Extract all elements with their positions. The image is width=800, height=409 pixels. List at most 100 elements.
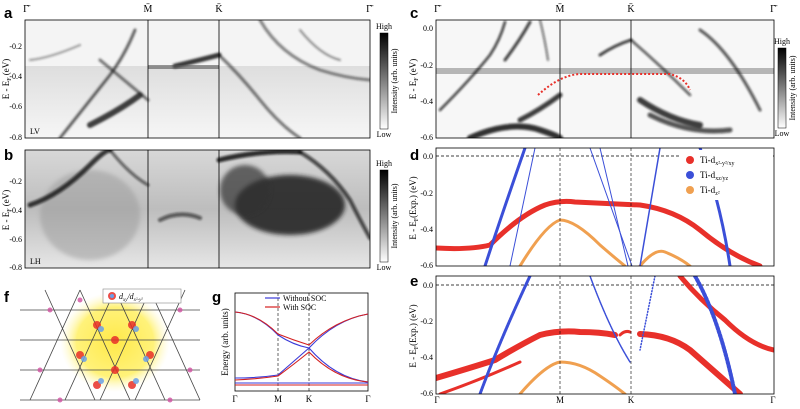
panel-e-plot-area — [436, 276, 774, 394]
panel-g-x-label: Γ — [365, 394, 370, 404]
panel-g-legend-nosoc: Without SOC — [283, 294, 326, 303]
panel-d-letter: d — [410, 147, 419, 164]
panel-a-y-tick: -0.2 — [9, 42, 22, 51]
panel-a-colorbar-high: High — [376, 22, 392, 31]
panel-e-orange-band — [518, 360, 627, 394]
panel-c-colorbar-high: High — [774, 37, 790, 46]
panel-a-y-tick: -0.6 — [9, 102, 22, 111]
panel-d-y-tick: 0.0 — [423, 152, 433, 161]
panel-a-letter: a — [4, 5, 13, 22]
panel-b-y-label: E - EF (eV) — [1, 190, 13, 231]
panel-c-frame — [435, 19, 775, 139]
panel-c-y-tick: -0.6 — [420, 133, 433, 142]
panel-e-blue-band-3 — [639, 276, 656, 351]
panel-e-red-band-kink — [618, 329, 632, 337]
panel-g-band-soc-2 — [234, 351, 369, 383]
panel-e-red-band-4 — [677, 276, 774, 353]
panel-a-colorbar: High Low Intensity (arb. units) — [376, 22, 399, 139]
legend-marker-orange — [686, 186, 694, 194]
panel-b-colorbar-title: Intensity (arb. units) — [390, 183, 399, 248]
panel-c-colorbar-title: Intensity (arb. units) — [788, 55, 797, 120]
panel-d-frame — [435, 147, 775, 267]
legend-item-dxz: Ti-dxz/yz — [686, 170, 729, 182]
panel-b: b -0.2 -0.4 -0.6 -0.8 E - EF (eV) LH — [1, 147, 399, 272]
panel-e-blue-band-2 — [589, 276, 631, 363]
panel-b-y-ticks: -0.2 -0.4 -0.6 -0.8 — [9, 177, 22, 272]
panel-b-y-tick: -0.2 — [9, 177, 22, 186]
panel-c-red-band-overlay — [537, 73, 691, 96]
orbital-icon-inner — [110, 294, 114, 298]
panel-e-x-label: K — [628, 395, 635, 404]
panel-a-top-label-m: M̄ — [144, 3, 153, 15]
panel-g-y-label: Energy (arb. units) — [220, 308, 230, 376]
panel-e-red-band-1 — [436, 328, 618, 381]
panel-c-y-tick: -0.4 — [420, 97, 433, 106]
panel-e-x-label: M — [556, 395, 564, 404]
panel-g-frame — [234, 292, 369, 392]
panel-e-y-tick: -0.2 — [420, 317, 433, 326]
panel-e: e 0.0 -0.2 -0.4 -0.6 — [408, 273, 776, 405]
panel-c-y-label: E - EF (eV) — [408, 59, 420, 100]
panel-b-polarization: LH — [30, 257, 41, 266]
panel-c-y-tick: -0.2 — [420, 61, 433, 70]
panel-d: d 0.0 -0.2 -0.4 -0.6 E - EF( — [408, 147, 775, 270]
panel-d-orange-band — [518, 218, 627, 266]
panel-a-y-tick: -0.8 — [9, 133, 22, 142]
panel-a-colorbar-title: Intensity (arb. units) — [390, 48, 399, 113]
panel-a-colorbar-low: Low — [377, 130, 392, 139]
panel-g-x-label: K — [306, 394, 313, 404]
panel-c-letter: c — [410, 5, 418, 22]
panel-g-letter: g — [212, 289, 221, 306]
panel-d-y-tick: -0.4 — [420, 225, 433, 234]
panel-d-red-band — [436, 198, 763, 266]
panel-f-orbital-label: dxy/dx²-y² — [119, 292, 143, 303]
panel-c-colorbar: High Low Intensity (arb. units) — [774, 37, 797, 138]
panel-d-orange-band-2 — [638, 249, 692, 266]
legend-marker-blue — [686, 171, 694, 179]
panel-g-legend-soc: With SOC — [283, 303, 316, 312]
panel-a-top-label-gamma2: Γ̄ — [366, 4, 374, 15]
legend-label-dx2y2: Ti-dx²-y²/xy — [700, 155, 734, 167]
panel-b-colorbar: High Low Intensity (arb. units) — [376, 159, 399, 272]
legend-label-dz2: Ti-dz² — [700, 185, 720, 197]
panel-e-y-tick: 0.0 — [423, 281, 433, 290]
panel-d-y-label: E - EF(Exp.) (eV) — [408, 176, 420, 239]
panel-g-legend: Without SOC With SOC — [265, 294, 326, 312]
panel-a: a Γ̄ M̄ K̄ Γ̄ -0.2 -0.4 -0. — [1, 3, 399, 142]
panel-d-y-tick: -0.2 — [420, 189, 433, 198]
panel-a-top-label-gamma1: Γ̄ — [23, 4, 31, 15]
panel-f-orbitals — [37, 297, 193, 403]
panel-b-y-tick: -0.4 — [9, 206, 22, 215]
panel-c-top-label-m: M̄ — [556, 3, 565, 15]
panel-d-legend: Ti-dx²-y²/xy Ti-dxz/yz Ti-dz² — [681, 150, 773, 200]
panel-c-top-label-gamma2: Γ̄ — [770, 4, 778, 15]
panel-e-blue-band-4 — [693, 276, 737, 394]
panel-c: c Γ̄ M̄ K̄ Γ̄ 0.0 — [408, 3, 797, 142]
panel-e-x-label: Γ — [434, 395, 439, 404]
panel-e-blue-band-1 — [478, 276, 532, 394]
panel-f-letter: f — [4, 289, 10, 306]
panel-e-letter: e — [410, 273, 418, 290]
panel-d-blue-band-4 — [599, 148, 629, 266]
panel-f-orbital-legend: dxy/dx²-y² — [102, 288, 182, 304]
panel-e-red-band-2 — [637, 331, 743, 394]
panel-e-y-label: E - EF(Exp.) (eV) — [408, 304, 420, 367]
panel-a-y-ticks: -0.2 -0.4 -0.6 -0.8 — [9, 42, 22, 142]
panel-c-top-label-k: K̄ — [627, 3, 635, 15]
panel-c-top-label-gamma1: Γ̄ — [434, 4, 442, 15]
legend-item-dx2y2: Ti-dx²-y²/xy — [686, 155, 734, 167]
panel-d-blue-band-3 — [589, 148, 633, 266]
panel-f: f — [4, 288, 201, 403]
panel-a-y-label: E - EF (eV) — [1, 59, 13, 100]
panel-a-top-label-k: K̄ — [215, 3, 223, 15]
panel-g: g Without SOC With SOC Energy (arb. unit… — [212, 289, 371, 404]
legend-item-dz2: Ti-dz² — [686, 185, 720, 197]
panel-e-frame — [435, 275, 775, 395]
panel-e-y-tick: -0.4 — [420, 353, 433, 362]
panel-e-y-tick: -0.6 — [420, 389, 433, 398]
panel-d-y-ticks: 0.0 -0.2 -0.4 -0.6 — [420, 152, 433, 270]
panel-a-arpes-image — [25, 20, 370, 138]
panel-e-x-label: Γ — [770, 395, 775, 404]
panel-d-blue-band-2 — [509, 148, 536, 266]
